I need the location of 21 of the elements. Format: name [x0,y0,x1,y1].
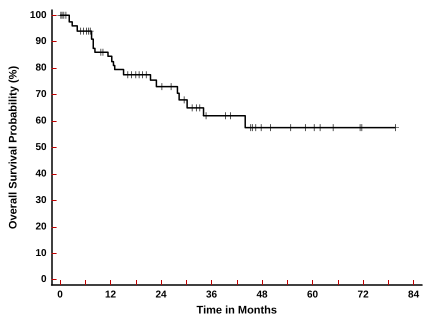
y-tick-label: 20 [35,221,48,232]
y-tick-label: 80 [35,62,48,74]
x-tick-label: 84 [408,290,420,300]
y-tick-label: 70 [35,89,48,100]
x-tick-label: 24 [155,290,168,300]
y-tick-label: 60 [35,116,48,127]
y-axis-title: Overall Survival Probability (%) [8,66,20,230]
y-tick-label: 100 [30,10,48,21]
y-tick-label: 30 [35,194,48,206]
x-tick-label: 48 [256,290,268,300]
y-tick-label: 0 [41,274,48,286]
x-tick-label: 60 [306,290,319,300]
x-tick-label: 12 [104,290,117,300]
y-tick-label: 40 [35,168,48,180]
y-tick-label: 50 [35,142,48,153]
y-tick-label: 90 [35,36,48,48]
x-tick-label: 36 [206,290,218,300]
x-tick-label: 0 [57,290,64,300]
x-tick-label: 72 [358,290,370,300]
y-tick-label: 10 [35,248,48,259]
x-axis-title: Time in Months [196,304,278,316]
